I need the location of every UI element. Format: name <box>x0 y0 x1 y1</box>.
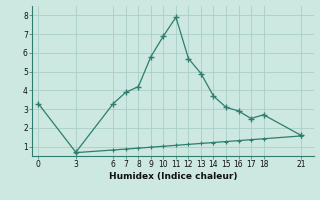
X-axis label: Humidex (Indice chaleur): Humidex (Indice chaleur) <box>108 172 237 181</box>
